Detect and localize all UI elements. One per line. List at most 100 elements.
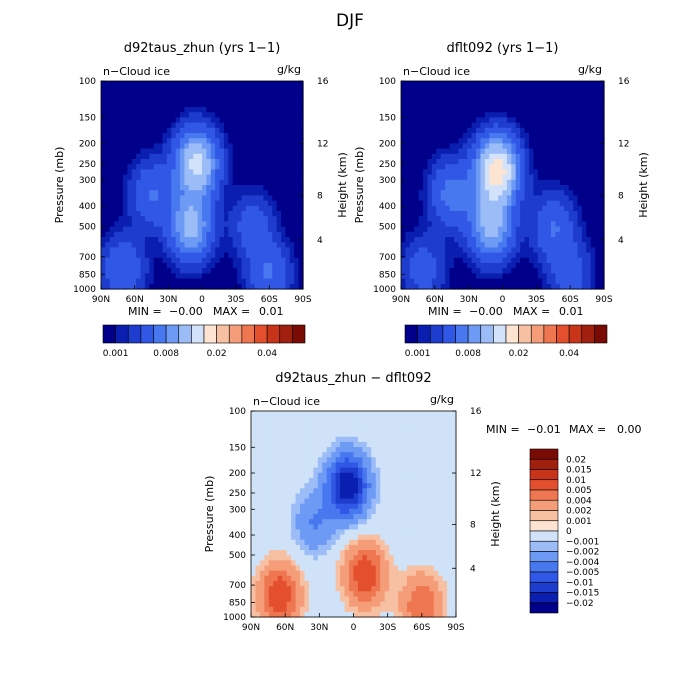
- heatmap-cell: [313, 467, 319, 474]
- heatmap-cell: [484, 159, 490, 165]
- heatmap-cell: [267, 190, 273, 196]
- heatmap-cell: [232, 278, 238, 285]
- heatmap-cell: [131, 96, 137, 103]
- heatmap-cell: [498, 190, 504, 196]
- heatmap-cell: [317, 575, 323, 582]
- heatmap-cell: [259, 591, 265, 597]
- heatmap-cell: [228, 185, 234, 191]
- heatmap-cell: [577, 143, 583, 150]
- heatmap-cell: [282, 524, 288, 531]
- heatmap-cell: [371, 560, 377, 567]
- heatmap-cell: [273, 508, 279, 515]
- heatmap-cell: [285, 81, 291, 87]
- heatmap-cell: [127, 138, 133, 144]
- heatmap-cell: [551, 190, 557, 196]
- heatmap-cell: [375, 580, 381, 587]
- heatmap-cell: [335, 539, 341, 546]
- heatmap-cell: [335, 421, 341, 428]
- heatmap-cell: [375, 519, 381, 525]
- heatmap-cell: [458, 159, 464, 165]
- heatmap-cell: [245, 185, 251, 191]
- heatmap-cell: [109, 164, 115, 170]
- heatmap-cell: [559, 122, 565, 129]
- heatmap-cell: [353, 529, 359, 536]
- heatmap-cell: [471, 143, 477, 150]
- heatmap-cell: [223, 205, 229, 212]
- heatmap-cell: [431, 283, 437, 290]
- heatmap-cell: [193, 86, 199, 92]
- heatmap-cell: [366, 447, 372, 453]
- heatmap-cell: [409, 211, 415, 217]
- heatmap-cell: [546, 159, 552, 165]
- heatmap-cell: [502, 112, 508, 118]
- heatmap-cell: [286, 596, 292, 603]
- heatmap-cell: [431, 216, 437, 222]
- heatmap-cell: [127, 159, 133, 165]
- heatmap-cell: [202, 200, 207, 207]
- heatmap-cell: [559, 174, 565, 181]
- heatmap-cell: [555, 268, 561, 274]
- heatmap-cell: [254, 86, 260, 92]
- heatmap-cell: [313, 498, 319, 505]
- heatmap-cell: [255, 441, 261, 448]
- heatmap-cell: [232, 226, 238, 233]
- heatmap-cell: [267, 138, 273, 144]
- heatmap-cell: [489, 133, 495, 139]
- heatmap-cell: [371, 508, 377, 515]
- heatmap-cell: [537, 216, 543, 222]
- heatmap-cell: [223, 200, 229, 207]
- heatmap-cell: [366, 436, 372, 443]
- heatmap-cell: [140, 221, 146, 228]
- heatmap-cell: [335, 457, 341, 464]
- heatmap-cell: [245, 221, 251, 228]
- heatmap-cell: [471, 221, 477, 228]
- heatmap-cell: [131, 81, 137, 87]
- heatmap-cell: [276, 278, 282, 285]
- heatmap-cell: [180, 133, 186, 139]
- heatmap-cell: [250, 190, 256, 196]
- heatmap-cell: [471, 179, 477, 186]
- heatmap-cell: [197, 278, 203, 285]
- heatmap-cell: [453, 179, 459, 186]
- heatmap-cell: [193, 283, 199, 290]
- heatmap-cell: [162, 107, 168, 113]
- heatmap-cell: [118, 81, 124, 87]
- heatmap-cell: [366, 529, 372, 536]
- heatmap-cell: [520, 138, 526, 144]
- heatmap-cell: [542, 247, 548, 254]
- heatmap-cell: [409, 247, 415, 254]
- heatmap-cell: [308, 431, 314, 438]
- heatmap-cell: [267, 273, 273, 280]
- heatmap-cell: [418, 91, 424, 98]
- heatmap-cell: [263, 237, 269, 243]
- heatmap-cell: [467, 195, 473, 202]
- heatmap-cell: [184, 101, 190, 108]
- heatmap-cell: [237, 283, 243, 290]
- heatmap-cell: [357, 472, 364, 479]
- heatmap-cell: [551, 112, 557, 118]
- heatmap-cell: [285, 221, 291, 228]
- heatmap-cell: [515, 81, 521, 87]
- heatmap-cell: [162, 221, 168, 228]
- heatmap-cell: [353, 411, 359, 417]
- heatmap-cell: [440, 283, 446, 290]
- heatmap-cell: [506, 101, 512, 108]
- heatmap-cell: [590, 237, 596, 243]
- heatmap-cell: [294, 221, 300, 228]
- heatmap-cell: [285, 127, 291, 134]
- heatmap-cell: [215, 133, 221, 139]
- heatmap-cell: [158, 185, 164, 191]
- heatmap-cell: [286, 611, 292, 618]
- colorbar-swatch: [581, 324, 595, 344]
- heatmap-cell: [268, 601, 274, 608]
- heatmap-cell: [595, 257, 601, 264]
- heatmap-cell: [277, 467, 283, 474]
- heatmap-cell: [335, 565, 341, 572]
- heatmap-cell: [206, 273, 212, 280]
- heatmap-cell: [436, 268, 442, 274]
- heatmap-cell: [118, 283, 124, 290]
- heatmap-cell: [546, 257, 552, 264]
- heatmap-cell: [149, 278, 155, 285]
- heatmap-cell: [304, 508, 310, 515]
- heatmap-cell: [286, 519, 292, 525]
